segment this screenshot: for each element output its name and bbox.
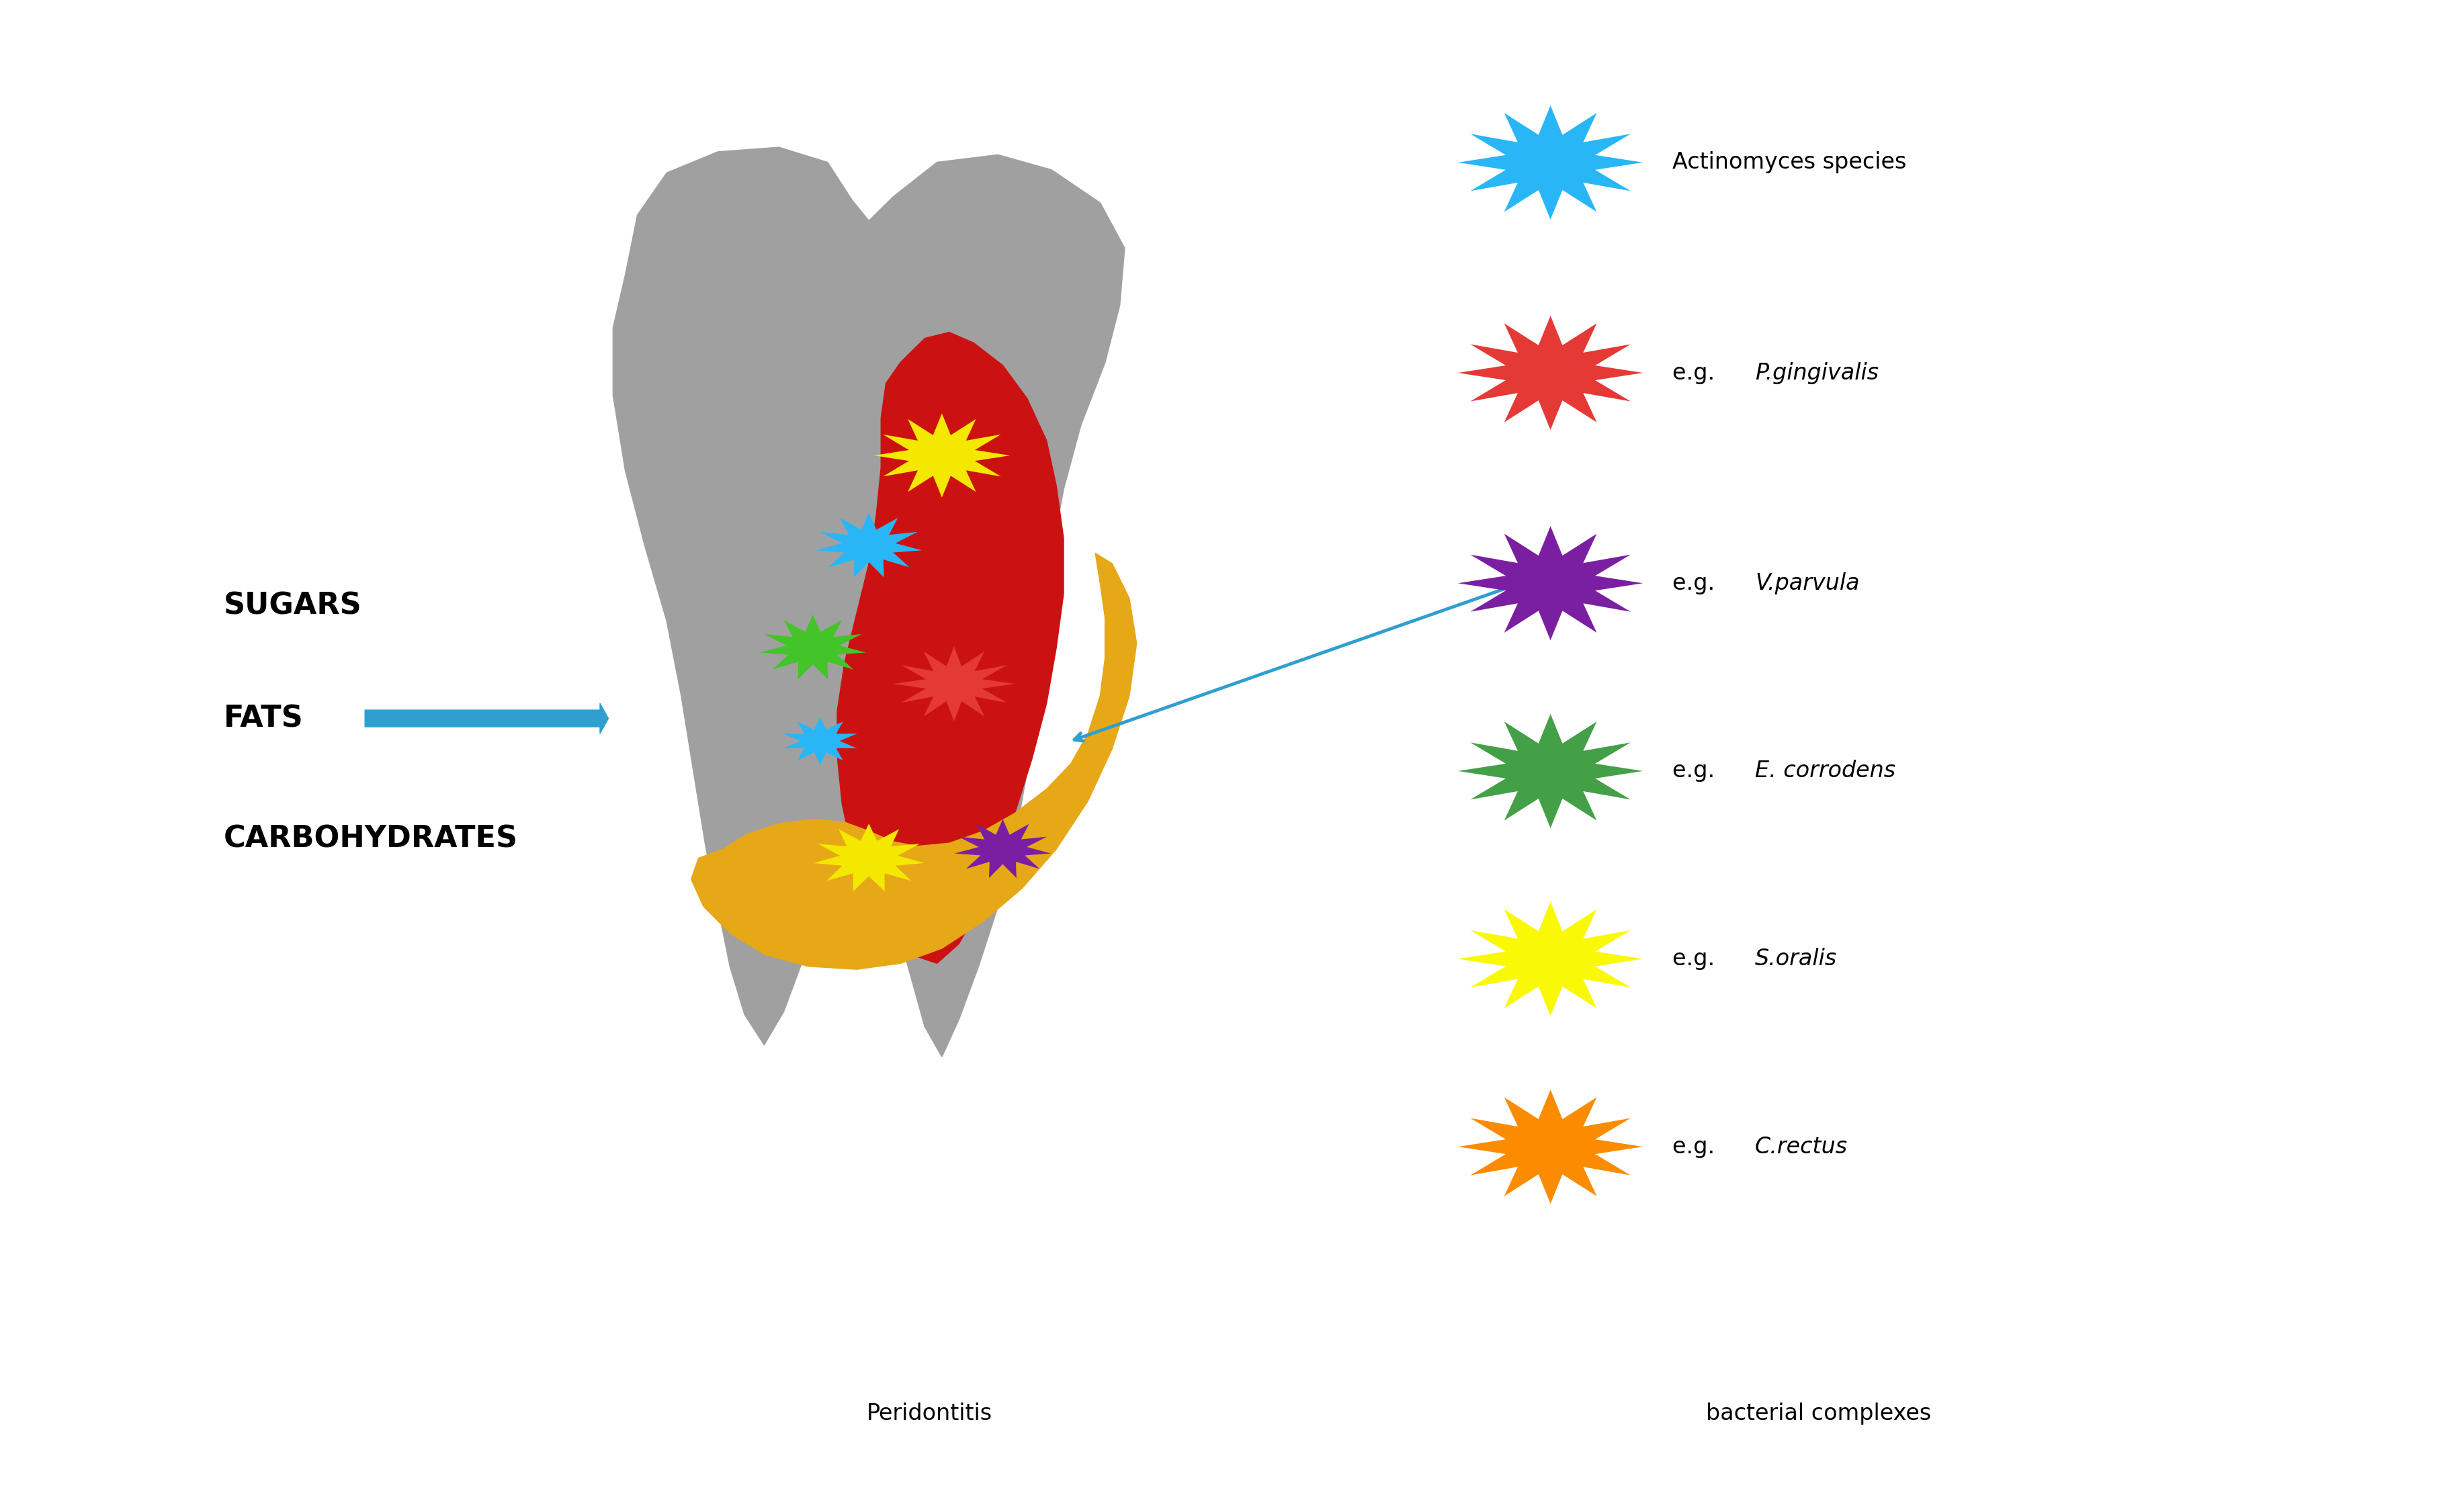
Polygon shape — [782, 717, 857, 765]
Polygon shape — [1458, 1090, 1642, 1204]
Text: E. corrodens: E. corrodens — [1754, 761, 1896, 782]
Polygon shape — [1458, 901, 1642, 1016]
Text: FATS: FATS — [225, 705, 303, 733]
Polygon shape — [1458, 714, 1642, 829]
Polygon shape — [814, 824, 923, 892]
Polygon shape — [894, 646, 1014, 721]
Polygon shape — [1458, 316, 1642, 429]
Polygon shape — [1458, 106, 1642, 219]
Polygon shape — [1458, 526, 1642, 640]
Polygon shape — [613, 147, 1124, 1057]
Polygon shape — [838, 333, 1063, 963]
Text: Peridontitis: Peridontitis — [867, 1403, 992, 1424]
Text: e.g.: e.g. — [1671, 761, 1722, 782]
Text: V.parvula: V.parvula — [1754, 572, 1859, 594]
Text: e.g.: e.g. — [1671, 948, 1722, 969]
Text: bacterial complexes: bacterial complexes — [1705, 1403, 1930, 1424]
Polygon shape — [875, 413, 1009, 497]
Text: S.oralis: S.oralis — [1754, 948, 1837, 969]
Text: Actinomyces species: Actinomyces species — [1671, 151, 1906, 174]
Polygon shape — [691, 553, 1136, 969]
Text: SUGARS: SUGARS — [225, 591, 362, 620]
Text: P.gingivalis: P.gingivalis — [1754, 361, 1879, 384]
Text: e.g.: e.g. — [1671, 361, 1722, 384]
Polygon shape — [955, 820, 1050, 878]
Polygon shape — [760, 615, 865, 679]
Text: e.g.: e.g. — [1671, 572, 1722, 594]
Text: e.g.: e.g. — [1671, 1136, 1722, 1158]
Text: CARBOHYDRATES: CARBOHYDRATES — [225, 824, 518, 853]
Polygon shape — [816, 513, 921, 578]
Text: C.rectus: C.rectus — [1754, 1136, 1847, 1158]
